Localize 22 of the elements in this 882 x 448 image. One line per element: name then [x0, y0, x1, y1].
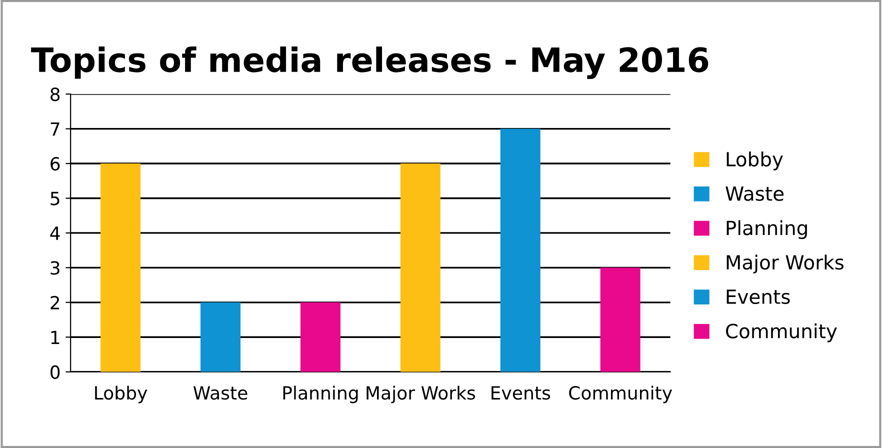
legend-label: Major Works [726, 254, 844, 274]
y-tick-label: 8 [50, 88, 60, 102]
y-tick-label: 4 [50, 226, 60, 240]
y-tick-label: 5 [50, 192, 60, 206]
x-tick-label: Community [569, 386, 672, 404]
legend-label: Events [726, 290, 790, 304]
chart-title: Topics of media releases - May 2016 [31, 46, 708, 80]
legend-label: Planning [726, 220, 807, 240]
x-tick-label: Waste [193, 386, 248, 400]
y-tick-label: 1 [51, 330, 60, 344]
x-tick-label: Major Works [366, 386, 476, 404]
legend-label: Lobby [726, 152, 783, 170]
x-tick-label: Lobby [95, 386, 148, 404]
y-tick-label: 2 [50, 296, 60, 310]
y-tick-label: 6 [50, 156, 60, 171]
y-tick-label: 3 [50, 261, 60, 275]
y-tick-label: 7 [50, 122, 60, 136]
legend-label: Community [726, 323, 837, 342]
x-tick-label: Events [492, 386, 550, 400]
x-tick-label: Planning [283, 386, 358, 404]
legend-label: Waste [726, 186, 784, 201]
y-tick-label: 0 [50, 365, 60, 379]
